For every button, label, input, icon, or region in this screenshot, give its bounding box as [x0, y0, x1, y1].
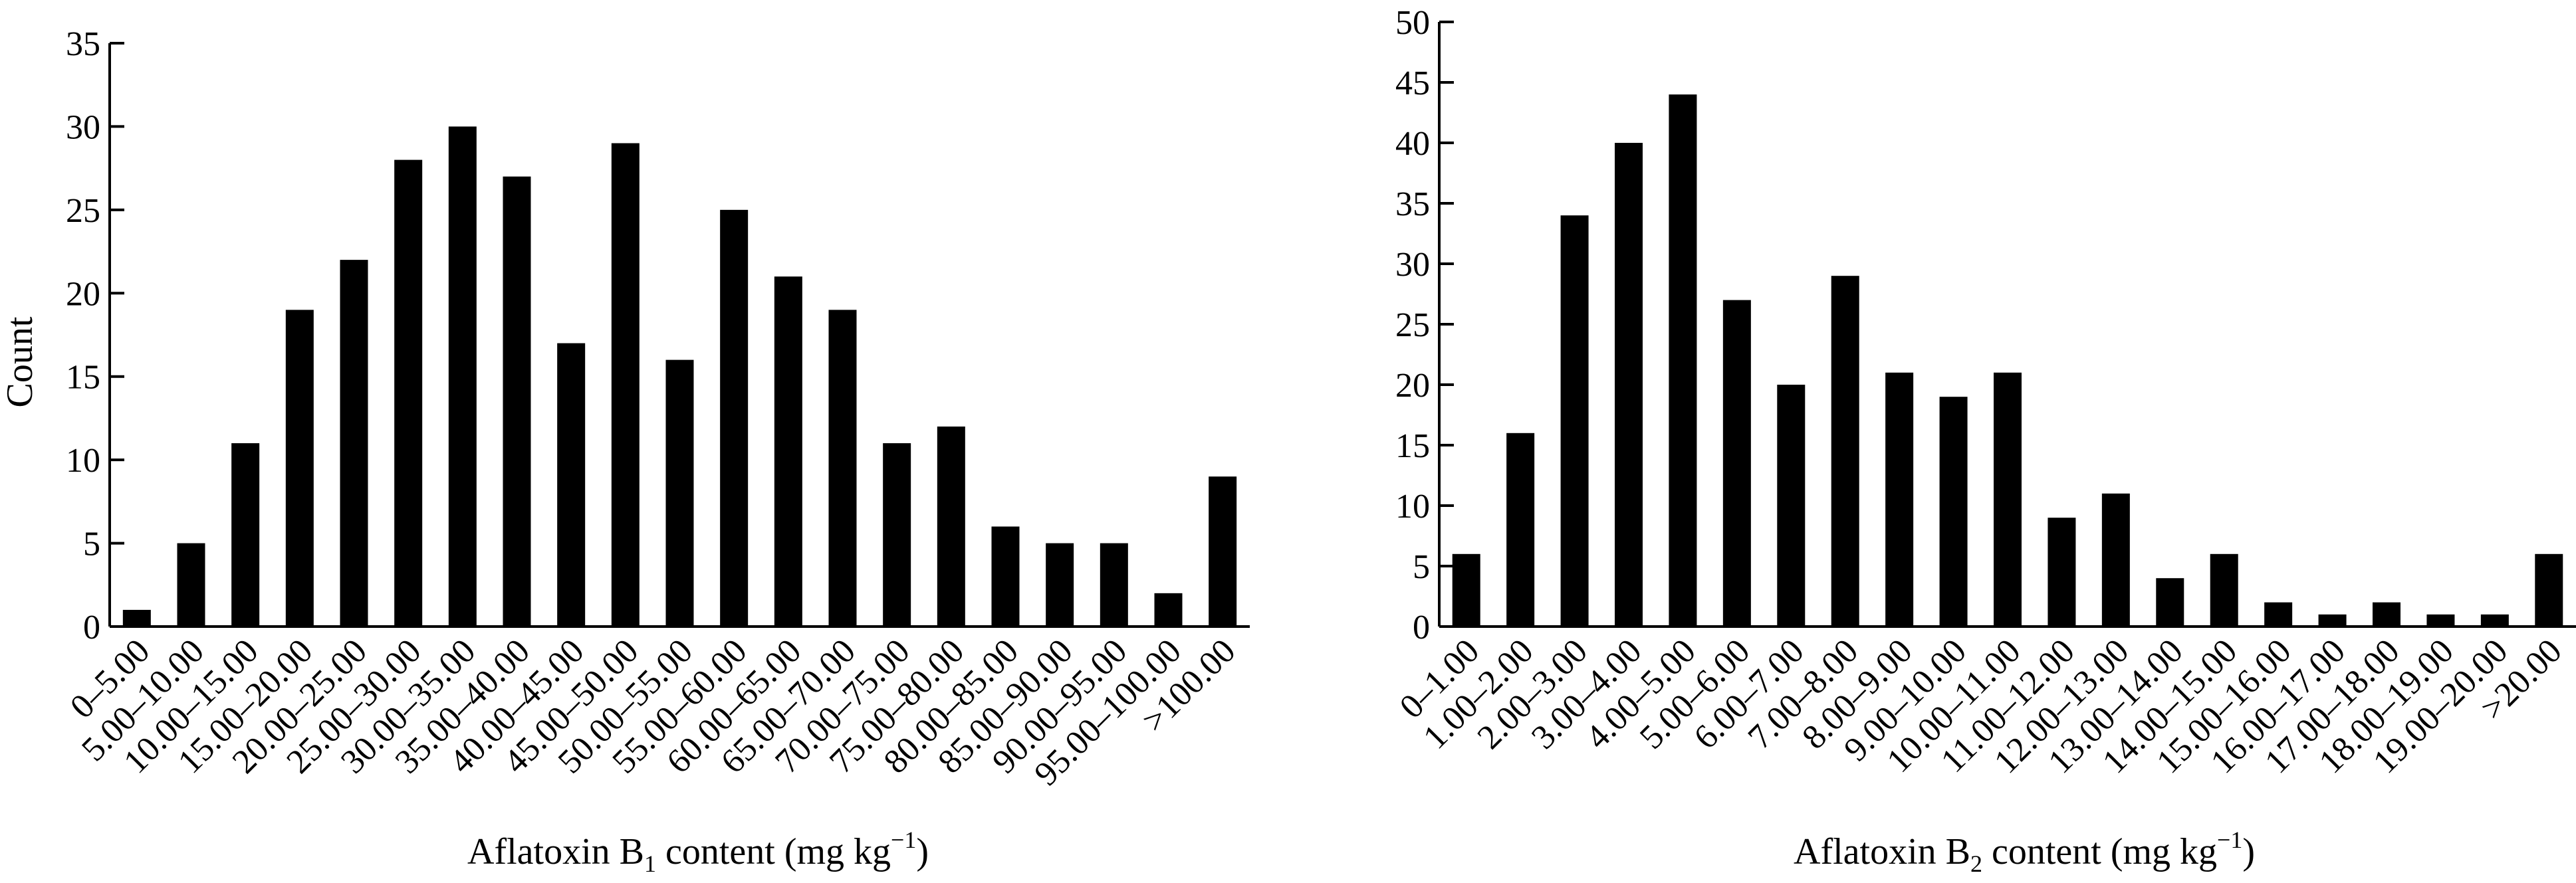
- bar-13: [2101, 493, 2130, 627]
- x-axis-title-text: Aflatoxin B: [467, 831, 644, 872]
- x-axis-title-text: content (mg kg: [1982, 831, 2217, 872]
- bar-16: [937, 426, 965, 627]
- y-tick-label: 20: [66, 275, 100, 313]
- chart-aflatoxin-b2: 051015202530354045500–1.001.00–2.002.00–…: [1393, 4, 2576, 877]
- x-axis-title-text: Aflatoxin B: [1794, 831, 1970, 872]
- chart-aflatoxin-b1: 051015202530350–5.005.00–10.0010.00–15.0…: [0, 25, 1250, 877]
- bar-7: [448, 126, 477, 627]
- bar-1: [1452, 553, 1480, 627]
- y-tick-label: 20: [1395, 367, 1430, 405]
- y-tick-label: 0: [83, 609, 100, 646]
- bar-16: [2264, 602, 2293, 627]
- bar-19: [1100, 543, 1128, 627]
- bar-10: [611, 143, 640, 627]
- bar-17: [2318, 614, 2347, 627]
- x-axis-title-subscript: 2: [1970, 850, 1982, 877]
- bar-11: [665, 359, 694, 627]
- bar-13: [774, 276, 802, 627]
- bar-4: [285, 310, 314, 627]
- bar-2: [177, 543, 205, 627]
- y-tick-label: 30: [1395, 246, 1430, 284]
- x-axis-title-subscript: 1: [644, 850, 656, 877]
- x-axis-title-superscript: −1: [891, 827, 916, 853]
- y-tick-label: 45: [1395, 64, 1430, 102]
- bar-15: [2210, 553, 2238, 627]
- y-tick-label: 25: [1395, 306, 1430, 344]
- y-tick-label: 15: [66, 359, 100, 397]
- x-axis-title: Aflatoxin B2 content (mg kg−1): [1794, 827, 2255, 877]
- bar-14: [2156, 578, 2184, 627]
- bar-9: [557, 343, 586, 627]
- bar-4: [1615, 143, 1643, 627]
- y-axis-title: Count: [0, 316, 41, 407]
- bar-6: [394, 159, 423, 627]
- y-tick-label: 25: [66, 192, 100, 230]
- bar-8: [1831, 276, 1859, 627]
- y-tick-label: 15: [1395, 427, 1430, 465]
- bar-1: [122, 609, 151, 627]
- y-tick-label: 30: [66, 108, 100, 146]
- bar-3: [1560, 215, 1589, 627]
- bar-5: [1669, 94, 1697, 627]
- bar-2: [1506, 433, 1535, 627]
- y-tick-label: 5: [1413, 548, 1430, 586]
- x-axis-title-text: ): [916, 831, 929, 872]
- bar-20: [2480, 614, 2509, 627]
- bar-7: [1777, 385, 1806, 627]
- bar-19: [2426, 614, 2455, 627]
- bar-21: [1209, 476, 1237, 627]
- bar-18: [1046, 543, 1074, 627]
- y-tick-label: 40: [1395, 125, 1430, 163]
- bar-20: [1154, 593, 1183, 627]
- y-tick-label: 0: [1413, 609, 1430, 646]
- y-tick-label: 10: [1395, 488, 1430, 526]
- bar-3: [231, 443, 260, 627]
- bar-18: [2373, 602, 2400, 627]
- y-tick-label: 10: [66, 442, 100, 480]
- x-axis-title-text: ): [2242, 831, 2255, 872]
- bar-10: [1939, 397, 1968, 627]
- x-axis-title-text: content (mg kg: [656, 831, 891, 872]
- bar-15: [883, 443, 911, 627]
- bar-8: [503, 176, 531, 627]
- bar-17: [991, 526, 1020, 627]
- y-tick-label: 35: [66, 25, 100, 63]
- bar-9: [1885, 372, 1914, 627]
- y-tick-label: 5: [83, 526, 100, 563]
- bar-11: [1994, 372, 2022, 627]
- bar-14: [828, 310, 857, 627]
- x-axis-title: Aflatoxin B1 content (mg kg−1): [467, 827, 929, 877]
- bar-12: [2048, 518, 2076, 627]
- bar-5: [340, 260, 368, 627]
- y-tick-label: 50: [1395, 4, 1430, 42]
- x-axis-title-superscript: −1: [2217, 827, 2242, 853]
- bar-21: [2535, 553, 2563, 627]
- bar-12: [720, 209, 749, 627]
- bar-6: [1722, 300, 1751, 627]
- y-tick-label: 35: [1395, 185, 1430, 223]
